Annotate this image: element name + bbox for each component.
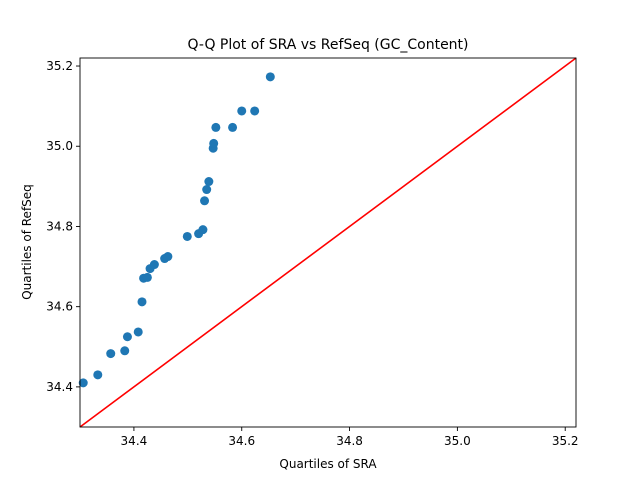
data-points <box>78 72 275 388</box>
data-point <box>133 327 143 337</box>
y-tick-label: 34.4 <box>46 380 73 394</box>
data-point <box>182 231 192 241</box>
axes-frame <box>79 57 577 428</box>
data-point <box>202 185 212 195</box>
x-axis-label: Quartiles of SRA <box>279 457 377 471</box>
x-tick-label: 35.2 <box>552 434 579 448</box>
data-point <box>211 122 221 132</box>
data-point <box>204 177 214 187</box>
data-point <box>250 106 260 116</box>
reference-line <box>79 57 577 428</box>
data-point <box>237 106 247 116</box>
data-point <box>93 370 103 380</box>
data-point <box>106 349 116 359</box>
data-point <box>78 378 88 388</box>
y-tick-label: 35.0 <box>46 139 73 153</box>
x-axis-ticks: 34.4 34.6 34.8 35.0 35.2 <box>121 427 579 448</box>
data-point <box>198 225 208 235</box>
data-point <box>122 332 132 342</box>
data-point <box>163 252 173 262</box>
data-point <box>149 260 159 270</box>
data-point <box>137 297 147 307</box>
y-tick-label: 34.6 <box>46 300 73 314</box>
y-axis-ticks: 34.4 34.6 34.8 35.0 35.2 <box>46 59 80 394</box>
y-tick-label: 35.2 <box>46 59 73 73</box>
x-tick-label: 34.6 <box>228 434 255 448</box>
data-point <box>265 72 275 82</box>
chart-title: Q-Q Plot of SRA vs RefSeq (GC_Content) <box>187 37 468 53</box>
data-point <box>228 122 238 132</box>
y-axis-label: Quartiles of RefSeq <box>20 184 34 300</box>
data-point <box>142 272 152 282</box>
x-tick-label: 34.8 <box>336 434 363 448</box>
y-tick-label: 34.8 <box>46 219 73 233</box>
data-point <box>200 196 210 206</box>
plot-area <box>78 57 577 428</box>
data-point <box>209 138 219 148</box>
x-tick-label: 35.0 <box>444 434 471 448</box>
x-tick-label: 34.4 <box>121 434 148 448</box>
data-point <box>120 346 130 356</box>
